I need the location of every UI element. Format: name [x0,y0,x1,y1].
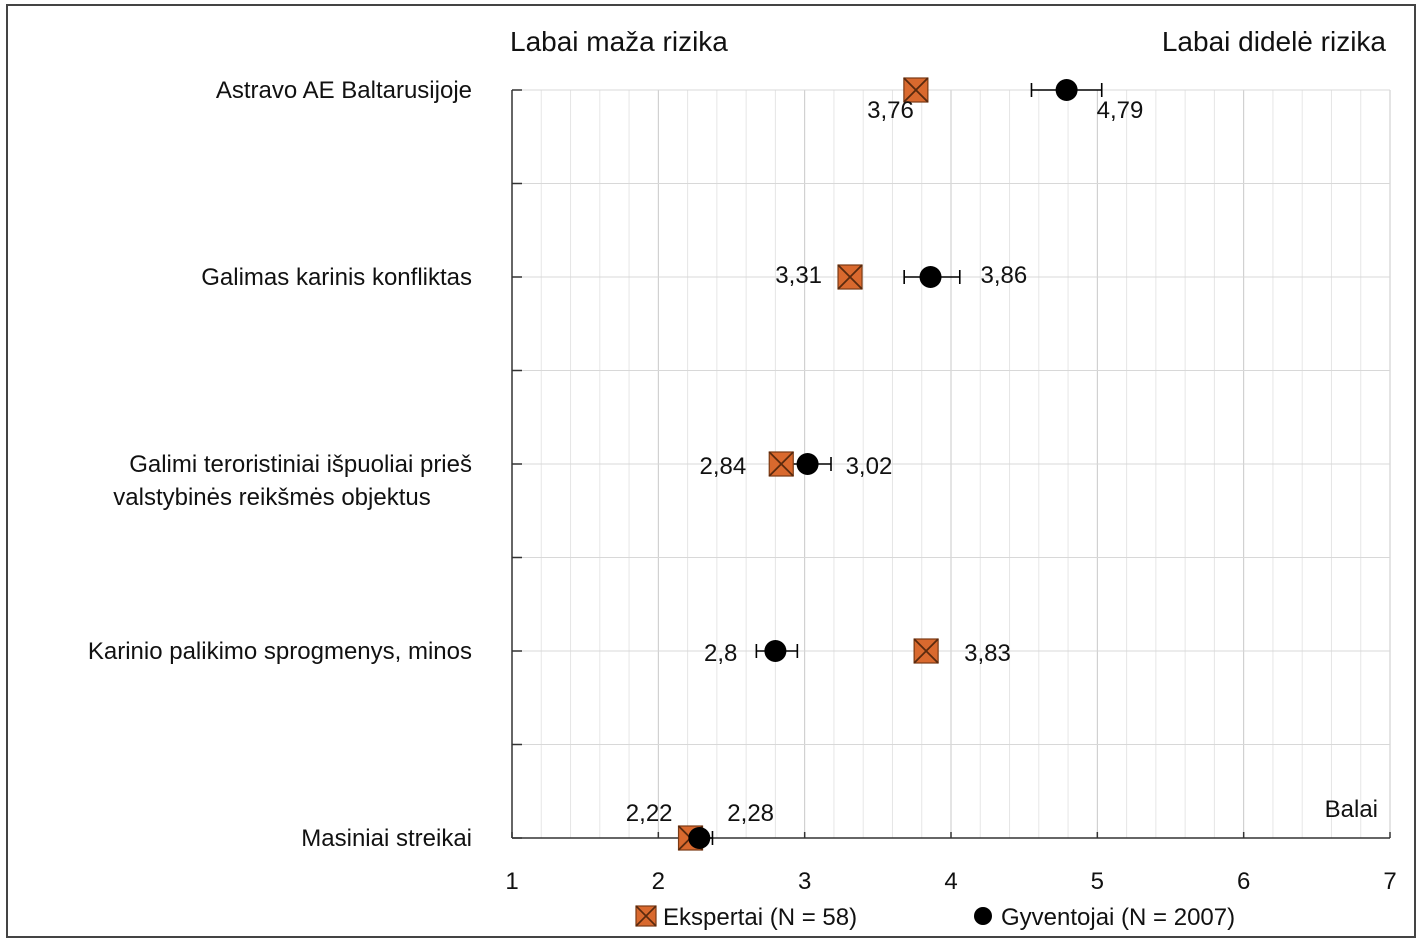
resident-value-label: 2,8 [704,640,737,667]
resident-value-label: 3,02 [846,453,893,480]
category-label: Galimi teroristiniai išpuoliai prieš [129,451,472,478]
legend: Ekspertai (N = 58) Gyventojai (N = 2007) [635,904,1235,931]
x-tick-label: 3 [798,868,811,895]
resident-value-label: 4,79 [1097,97,1144,124]
category-label: valstybinės reikšmės objektus [113,484,430,511]
legend-marker-residents [974,907,992,925]
data-markers [677,77,1078,851]
resident-marker [764,640,787,662]
expert-marker [903,77,929,103]
category-label: Karinio palikimo sprogmenys, minos [88,638,472,665]
x-tick-label: 5 [1091,868,1104,895]
x-tick-label: 4 [944,868,957,895]
x-axis-title: Balai [1325,796,1378,823]
resident-value-label: 2,28 [727,800,774,827]
expert-value-label: 2,22 [626,800,673,827]
resident-marker [688,827,711,849]
expert-marker [837,264,863,290]
x-tick-label: 2 [652,868,665,895]
data-labels: 3,76 3,31 2,84 3,83 2,22 4,79 3,86 3,02 2,8 2,28 [626,97,1144,827]
header-low-risk: Labai maža rizika [510,26,728,57]
legend-marker-experts [635,905,657,927]
chart-frame [6,4,1416,938]
category-label: Astravo AE Baltarusijoje [216,77,472,104]
x-tick-label: 1 [505,868,518,895]
resident-marker [796,453,819,475]
expert-marker [913,638,939,664]
expert-value-label: 3,83 [964,640,1011,667]
resident-value-label: 3,86 [981,262,1028,289]
category-label: Masiniai streikai [301,825,472,852]
grid-layer [511,89,1391,839]
legend-label-residents: Gyventojai (N = 2007) [1001,904,1235,931]
header-high-risk: Labai didelė rizika [1162,26,1387,57]
category-label: Galimas karinis konfliktas [201,264,472,291]
expert-value-label: 3,76 [867,97,914,124]
legend-label-experts: Ekspertai (N = 58) [663,904,857,931]
axis-layer: 1 2 3 4 5 6 7 [505,89,1397,895]
expert-marker [768,451,794,477]
expert-value-label: 2,84 [700,453,747,480]
category-labels: Astravo AE Baltarusijoje Galimas karinis … [88,77,472,852]
resident-marker [1055,79,1078,101]
x-tick-label: 7 [1383,868,1396,895]
expert-value-label: 3,31 [775,262,822,289]
resident-marker [919,266,942,288]
x-tick-label: 6 [1237,868,1250,895]
